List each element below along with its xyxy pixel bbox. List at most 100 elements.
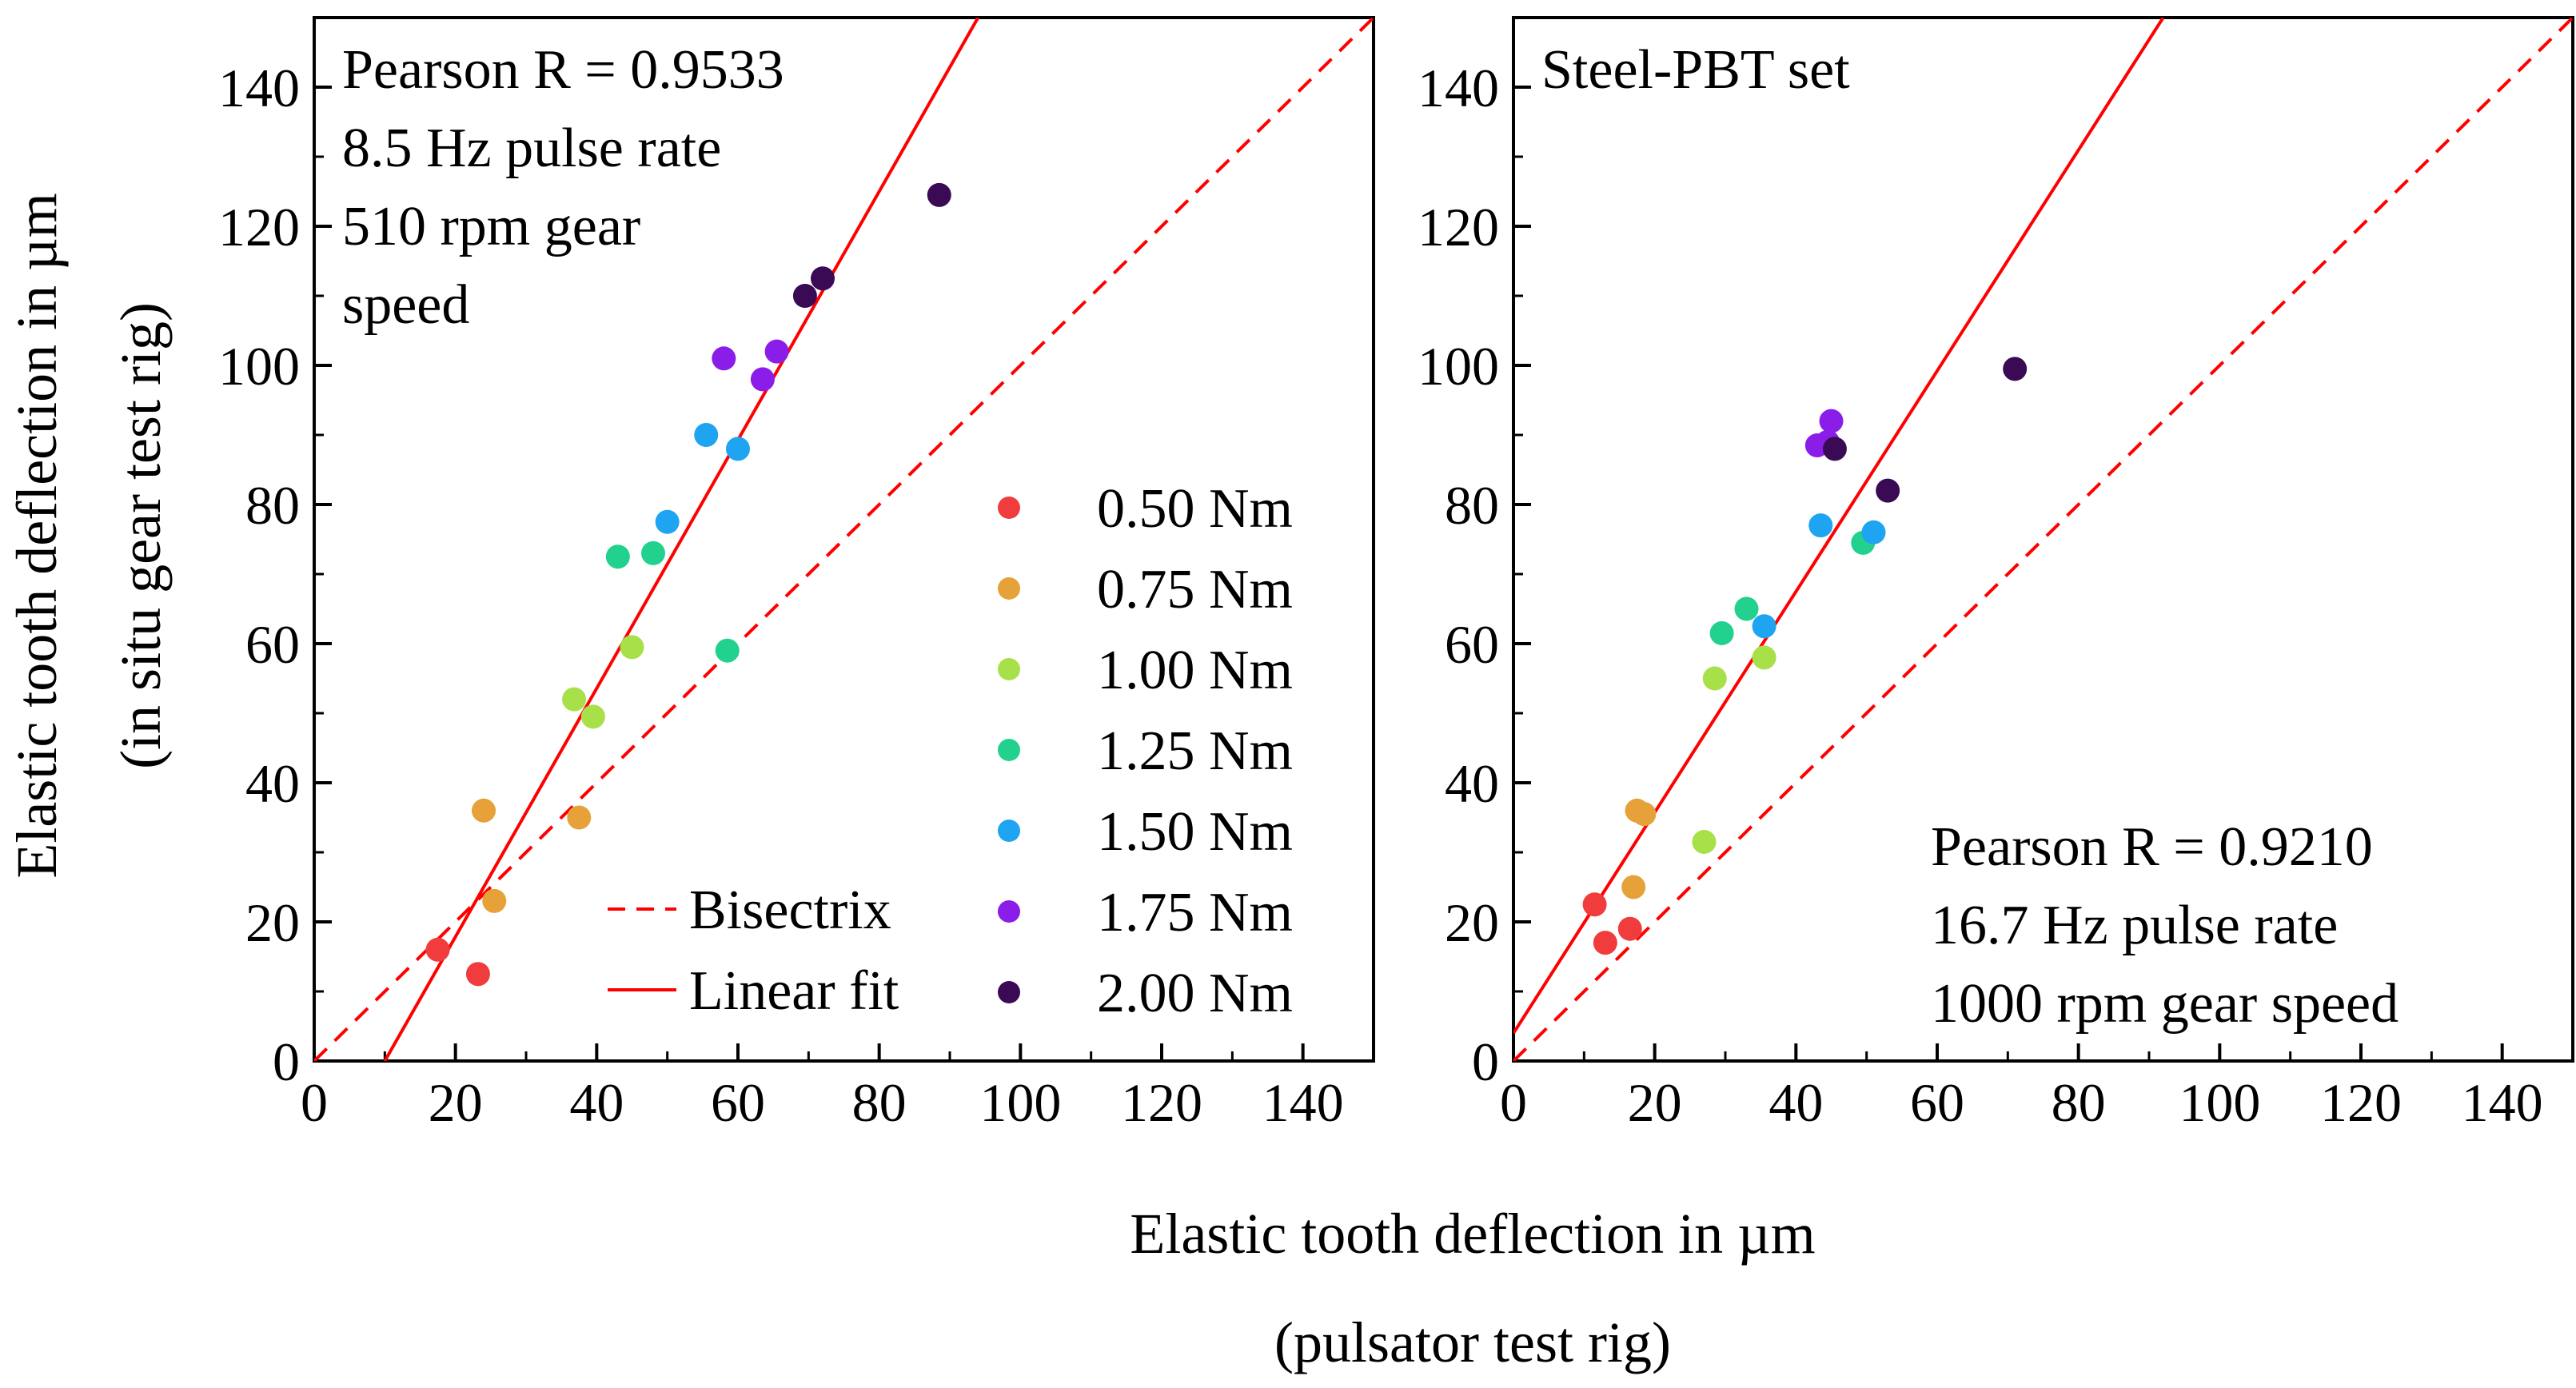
plot-frame: [1512, 16, 2574, 1063]
x-tick-label: 120: [2320, 1072, 2402, 1133]
series-175-nm: [712, 339, 789, 392]
data-point: [764, 339, 789, 364]
y-tick-label: 20: [245, 892, 300, 953]
data-point: [1752, 614, 1776, 639]
data-point: [605, 544, 630, 569]
x-tick-label: 100: [2179, 1072, 2260, 1133]
annotation-line: speed: [342, 274, 469, 336]
data-point: [1621, 875, 1646, 899]
x-tick-label: 100: [979, 1072, 1061, 1133]
data-point: [1752, 645, 1776, 670]
legend-label: Bisectrix: [689, 879, 891, 941]
data-point: [1617, 916, 1642, 941]
series-125-nm: [1709, 530, 1876, 645]
y-tick-label: 140: [218, 58, 300, 118]
annotation-line: Pearson R = 0.9210: [1931, 816, 2373, 878]
legend-label: 1.75 Nm: [1097, 882, 1293, 943]
y-tick-label: 140: [1418, 58, 1499, 118]
legend-label: Linear fit: [689, 960, 899, 1022]
legend-label: 2.00 Nm: [1097, 963, 1293, 1024]
legend-marker: [998, 577, 1020, 600]
legend-label: 1.50 Nm: [1097, 801, 1293, 863]
plot-frame: [313, 16, 1375, 1063]
x-tick-label: 140: [2462, 1072, 2543, 1133]
y-tick-label: 100: [218, 336, 300, 397]
series-100-nm: [1692, 645, 1776, 854]
y-tick-label: 40: [245, 753, 300, 814]
series-200-nm: [1822, 357, 2028, 503]
series-125-nm: [605, 540, 740, 663]
x-tick-label: 60: [711, 1072, 765, 1133]
data-point: [641, 540, 665, 565]
annotation-line: 510 rpm gear: [342, 196, 640, 257]
data-point: [567, 805, 592, 830]
linear-fit-line: [383, 18, 980, 1061]
data-point: [1582, 892, 1607, 917]
legend: 0.50 Nm 0.75 Nm 1.00 Nm 1.25 Nm 1.50 Nm 1.75 …: [608, 478, 1293, 1024]
x-tick-label: 40: [1769, 1072, 1823, 1133]
x-tick-label: 120: [1121, 1072, 1202, 1133]
y-tick-label: 40: [1445, 753, 1499, 814]
data-point: [694, 423, 719, 447]
data-point: [1819, 409, 1844, 433]
x-tick-label: 20: [1628, 1072, 1682, 1133]
data-point: [1632, 802, 1657, 827]
y-tick-label: 20: [1445, 892, 1499, 953]
data-point: [562, 687, 587, 712]
x-axis-title-line2: (pulsator test rig): [1274, 1310, 1671, 1374]
panel-subtitle: Steel-PBT set: [1541, 39, 1850, 101]
data-point: [465, 962, 490, 987]
data-point: [726, 437, 750, 461]
chart-panel-left: 0 20 40 60 80 100 120 140 0 20 40 60 80 100 120 140 Pear…: [218, 16, 1375, 1133]
series-150-nm: [1752, 513, 1886, 639]
legend-marker: [998, 981, 1020, 1003]
series-150-nm: [655, 423, 750, 534]
data-point: [482, 888, 507, 913]
y-axis-title-line2: (in situ gear test rig): [109, 302, 173, 769]
legend-label: 1.00 Nm: [1097, 640, 1293, 701]
legend-label: 0.75 Nm: [1097, 559, 1293, 620]
x-tick-label: 0: [1500, 1072, 1527, 1133]
y-tick-label: 60: [245, 614, 300, 675]
series-100-nm: [562, 635, 644, 729]
annotation-line: 16.7 Hz pulse rate: [1931, 895, 2338, 956]
data-point: [425, 937, 450, 962]
series-075-nm: [1621, 798, 1657, 899]
bisectrix-line: [1513, 18, 2573, 1061]
linear-fit-line: [1513, 18, 2165, 1035]
x-tick-label: 20: [429, 1072, 483, 1133]
y-tick-label: 0: [273, 1031, 300, 1092]
x-axis-title: Elastic tooth deflection in µm: [1130, 1202, 1815, 1266]
y-tick-label: 120: [1418, 197, 1499, 257]
legend-marker: [998, 497, 1020, 519]
legend-marker: [998, 739, 1020, 761]
y-tick-label: 100: [1418, 336, 1499, 397]
data-point: [1876, 478, 1900, 503]
x-tick-label: 40: [569, 1072, 624, 1133]
data-point: [1861, 520, 1886, 544]
data-point: [472, 798, 496, 823]
legend-marker: [998, 658, 1020, 680]
x-tick-label: 80: [852, 1072, 907, 1133]
y-axis-title: Elastic tooth deflection in µm: [5, 193, 69, 878]
data-point: [1692, 829, 1717, 854]
legend-label: 0.50 Nm: [1097, 478, 1293, 540]
y-tick-label: 80: [1445, 475, 1499, 536]
y-tick-label: 120: [218, 197, 300, 257]
annotation-line: 1000 rpm gear speed: [1931, 973, 2399, 1035]
data-point: [927, 182, 951, 207]
data-point: [580, 704, 605, 729]
legend-marker: [998, 900, 1020, 923]
annotation-line: Pearson R = 0.9533: [342, 39, 784, 101]
series-075-nm: [472, 798, 592, 913]
data-point: [1734, 596, 1759, 621]
data-point: [2003, 357, 2028, 381]
y-tick-label: 0: [1472, 1031, 1499, 1092]
x-tick-label: 80: [2052, 1072, 2106, 1133]
legend-marker: [998, 820, 1020, 842]
annotation-line: 8.5 Hz pulse rate: [342, 118, 721, 179]
data-point: [620, 635, 644, 660]
x-tick-label: 60: [1910, 1072, 1964, 1133]
data-point: [792, 284, 817, 308]
